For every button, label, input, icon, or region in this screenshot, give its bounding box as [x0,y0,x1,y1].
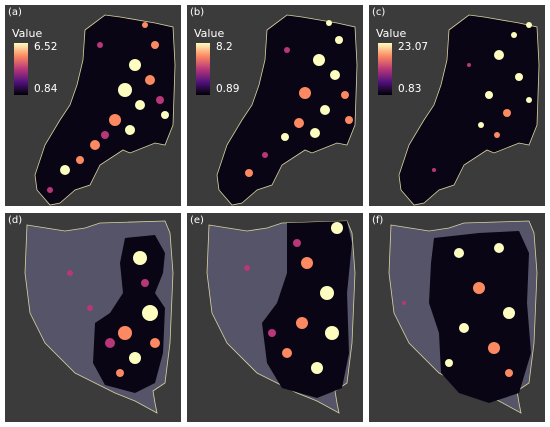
legend-title: Value [12,27,43,40]
legend-min: 0.84 [34,83,58,95]
hotspots-c [432,22,532,172]
legend-c: Value 23.07 0.83 [376,27,432,97]
panel-label-c: (c) [372,7,386,18]
legend-max: 23.07 [398,41,429,53]
hotspots-e [244,222,343,374]
legend-title: Value [194,27,225,40]
legend-title: Value [376,27,407,40]
heatmap-e [206,220,356,414]
hotspots-f [402,243,515,377]
panel-label-a: (a) [8,7,22,18]
map-panel-a: (a) Value 6.52 0.84 [5,5,181,206]
legend-color-bar [14,43,28,95]
heatmap-d [24,220,174,414]
hotspots-d [67,251,160,377]
hotspots-a [47,22,169,193]
heatmap-c [398,14,540,206]
map-panel-b: (b) Value 8.2 0.89 [187,5,363,206]
hotspots-b [245,20,353,177]
panel-label-e: (e) [190,215,204,226]
legend-color-bar [378,43,392,95]
heatmap-f [388,220,538,414]
legend-b: Value 8.2 0.89 [194,27,250,97]
legend-min: 0.89 [216,83,240,95]
legend-max: 8.2 [216,41,233,53]
legend-a: Value 6.52 0.84 [12,27,68,97]
map-panel-e: (e) [187,213,363,422]
panel-label-d: (d) [8,215,23,226]
legend-color-bar [196,43,210,95]
map-panel-f: (f) [369,213,545,422]
map-panel-d: (d) [5,213,181,422]
panel-label-f: (f) [372,215,384,226]
legend-min: 0.83 [398,83,422,95]
heatmap-a [34,14,176,206]
legend-max: 6.52 [34,41,58,53]
heatmap-b [216,14,358,206]
map-panel-c: (c) Value 23.07 0.83 [369,5,545,206]
panel-label-b: (b) [190,7,205,18]
